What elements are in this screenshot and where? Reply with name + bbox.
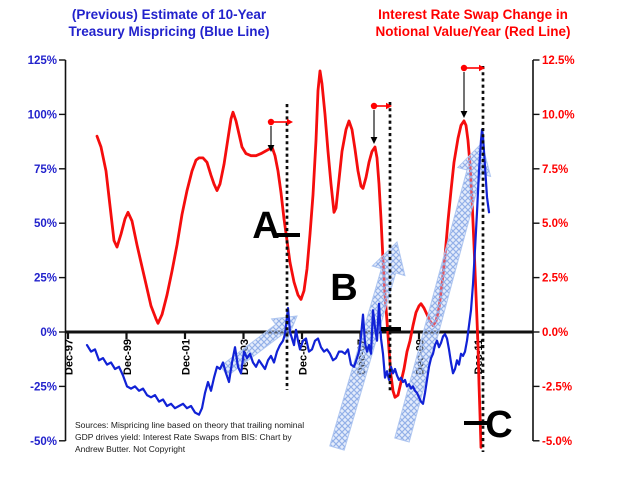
annotation-letter-B: B	[330, 267, 357, 309]
marker-dot	[460, 64, 468, 72]
left-axis-tick-label: -25%	[30, 381, 57, 393]
right-axis-tick-label: 5.0%	[542, 218, 568, 230]
marker-arrow-group	[370, 102, 392, 144]
right-axis-tick-label: 0.0%	[542, 327, 568, 339]
marker-down-arrowhead	[460, 111, 468, 118]
right-axis-tick-label: 2.5%	[542, 273, 568, 285]
left-title-line2: Treasury Mispricing (Blue Line)	[68, 24, 270, 39]
right-axis-title: Interest Rate Swap Change in Notional Va…	[348, 6, 598, 40]
right-title-line2: Notional Value/Year (Red Line)	[375, 24, 571, 39]
left-axis-tick-label: 125%	[28, 55, 57, 67]
left-axis-tick-label: 25%	[34, 273, 57, 285]
annotation-letter-A: A	[252, 205, 279, 247]
annotation-letter-C: C	[485, 404, 512, 446]
marker-down-arrowhead	[370, 137, 378, 144]
left-axis-tick-label: -50%	[30, 436, 57, 448]
hatched-trend-arrow	[329, 241, 406, 451]
marker-right-arrowhead	[479, 64, 485, 72]
marker-dot	[267, 118, 275, 126]
right-axis-tick-label: -2.5%	[542, 381, 572, 393]
left-axis-tick-label: 0%	[40, 327, 57, 339]
marker-arrow-group	[267, 118, 293, 152]
right-axis-tick-label: -5.0%	[542, 436, 572, 448]
x-axis-tick-label: Dec-01	[181, 339, 193, 375]
right-title-line1: Interest Rate Swap Change in	[378, 7, 568, 22]
marker-dot	[370, 102, 378, 110]
right-axis-tick-label: 10.0%	[542, 109, 575, 121]
source-line3: Andrew Butter. Not Copyright	[75, 444, 186, 454]
source-line1: Sources: Mispricing line based on theory…	[75, 420, 305, 430]
marker-arrow-group	[460, 64, 485, 118]
left-axis-tick-label: 50%	[34, 218, 57, 230]
x-axis-tick-label: Dec-99	[122, 339, 134, 375]
blue-series-line	[85, 128, 491, 416]
source-note: Sources: Mispricing line based on theory…	[75, 419, 304, 455]
marker-right-arrowhead	[386, 102, 392, 110]
right-axis-tick-label: 7.5%	[542, 164, 568, 176]
axes: 125% 100% 75% 50% 25% 0% -25% -50% 12.5% 10.0% 7.5…	[28, 55, 575, 448]
x-axis-tick-label: Dec-97	[64, 339, 76, 375]
marker-right-arrowhead	[287, 118, 293, 126]
left-axis-tick-label: 100%	[28, 109, 57, 121]
left-title-line1: (Previous) Estimate of 10-Year	[71, 7, 267, 22]
marker-down-arrowhead	[267, 145, 275, 152]
right-axis-tick-label: 12.5%	[542, 55, 575, 67]
source-line2: GDP drives yield: Interest Rate Swaps fr…	[75, 432, 292, 442]
left-axis-title: (Previous) Estimate of 10-Year Treasury …	[18, 6, 320, 40]
left-axis-tick-label: 75%	[34, 164, 57, 176]
